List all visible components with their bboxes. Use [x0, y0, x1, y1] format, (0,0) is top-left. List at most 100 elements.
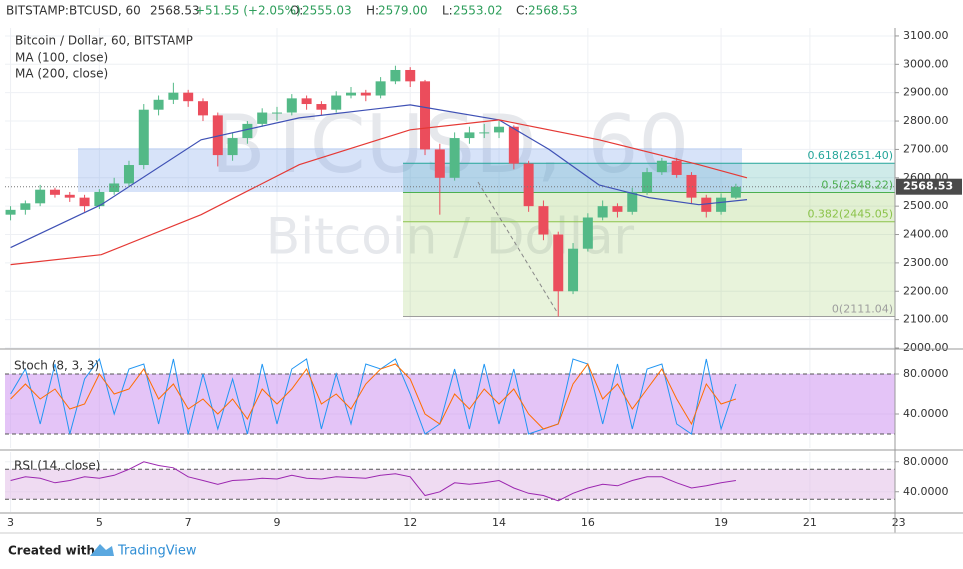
candle-body	[671, 160, 682, 175]
candle-body	[479, 132, 490, 134]
candle-body	[242, 123, 253, 139]
candle-body	[538, 206, 549, 235]
symbol: BITSTAMP:BTCUSD, 60	[6, 4, 141, 18]
trend-line	[477, 181, 558, 313]
candle-body	[494, 126, 505, 133]
range-box	[78, 148, 742, 192]
candle-body	[153, 99, 164, 110]
price-change: +51.55 (+2.05%)	[195, 4, 301, 18]
x-tick-label: 9	[273, 516, 280, 529]
candle-body	[346, 92, 357, 96]
fib-zone	[403, 221, 895, 317]
ohlc-label: O:	[290, 4, 303, 18]
candle-body	[49, 189, 60, 195]
price-tag-label: 2568.53	[903, 180, 953, 193]
ohlc-value: 2579.00	[378, 4, 428, 18]
candle-body	[212, 115, 223, 156]
legend-ma: MA (200, close)	[15, 67, 108, 81]
indicator-line	[10, 357, 737, 435]
x-tick-label: 12	[403, 516, 417, 529]
candle-body	[20, 203, 31, 210]
candle-body	[656, 160, 667, 173]
band-fill	[5, 469, 895, 500]
candle-body	[716, 197, 727, 212]
candle-body	[642, 172, 653, 192]
moving-average	[10, 119, 748, 266]
candle-body	[508, 126, 519, 164]
candle-body	[138, 109, 149, 166]
fib-label: 0.382(2445.05)	[807, 208, 893, 221]
y-tick-label: 2900.00	[903, 86, 949, 99]
candle-body	[434, 149, 445, 178]
candle-body	[79, 197, 90, 207]
created-with: Created with	[8, 544, 95, 558]
main-layer: O:2555.03 H:2579.00 L: 2553.02 C: 2568.532000…	[5, 4, 962, 529]
x-tick-label: 23	[892, 516, 906, 529]
candle-body	[568, 248, 579, 292]
x-tick-label: 21	[803, 516, 817, 529]
candle-body	[168, 92, 179, 100]
candle-body	[109, 183, 120, 192]
y-tick-label: 2000.00	[903, 341, 949, 354]
candle-body	[227, 138, 238, 156]
candle-body	[5, 209, 16, 215]
y-tick-label: 3100.00	[903, 29, 949, 42]
price-tag	[896, 178, 962, 195]
ohlc-value: 2568.53	[528, 4, 578, 18]
y-tick-label: 80.0000	[903, 455, 949, 468]
x-tick-label: 3	[7, 516, 14, 529]
candle-body	[390, 69, 401, 82]
brand[interactable]: TradingView	[117, 544, 197, 559]
indicator-line	[10, 461, 736, 502]
candle-body	[301, 98, 312, 105]
candle-body	[597, 206, 608, 218]
ohlc-value: 2555.03	[302, 4, 352, 18]
candle-body	[123, 165, 134, 184]
y-tick-label: 2700.00	[903, 142, 949, 155]
candle-body	[360, 92, 371, 96]
ohlc-label: H:	[366, 4, 379, 18]
candle-body	[257, 112, 268, 124]
ohlc-label: L:	[442, 4, 453, 18]
y-tick-label: 2200.00	[903, 284, 949, 297]
y-tick-label: 80.0000	[903, 367, 949, 380]
candle-body	[316, 104, 327, 110]
x-tick-label: 14	[492, 516, 506, 529]
candle-body	[553, 234, 564, 292]
candle-body	[420, 81, 431, 150]
rsi-title: RSI (14, close)	[14, 459, 100, 473]
candle-body	[730, 186, 741, 198]
candle-body	[375, 81, 386, 96]
fib-label: 0(2111.04)	[832, 302, 893, 315]
stoch-title: Stoch (8, 3, 3)	[14, 359, 99, 373]
candle-body	[197, 101, 208, 116]
candle-body	[94, 191, 105, 207]
candle-body	[331, 95, 342, 110]
candle-body	[64, 194, 75, 198]
x-tick-label: 19	[714, 516, 728, 529]
y-tick-label: 2800.00	[903, 114, 949, 127]
fib-label: 0.5(2548.22)	[821, 178, 893, 191]
candle-body	[35, 189, 46, 204]
last-price: 2568.53	[150, 4, 200, 18]
candle-body	[612, 206, 623, 212]
ohlc-label: C:	[516, 4, 528, 18]
candle-body	[183, 92, 194, 102]
indicator-line	[10, 363, 737, 430]
legend-title: Bitcoin / Dollar, 60, BITSTAMP	[15, 34, 193, 48]
legend-ma: MA (100, close)	[15, 51, 108, 65]
candle-body	[701, 197, 712, 212]
logo-icon[interactable]	[90, 544, 114, 556]
candle-body	[686, 174, 697, 198]
candle-body	[271, 112, 282, 114]
ohlc-value: 2553.02	[453, 4, 503, 18]
candle-body	[582, 217, 593, 249]
candle-body	[449, 138, 460, 178]
candle-body	[405, 69, 416, 82]
y-tick-label: 40.0000	[903, 485, 949, 498]
y-tick-label: 3000.00	[903, 57, 949, 70]
y-tick-label: 2300.00	[903, 256, 949, 269]
x-tick-label: 5	[96, 516, 103, 529]
x-tick-label: 16	[581, 516, 595, 529]
